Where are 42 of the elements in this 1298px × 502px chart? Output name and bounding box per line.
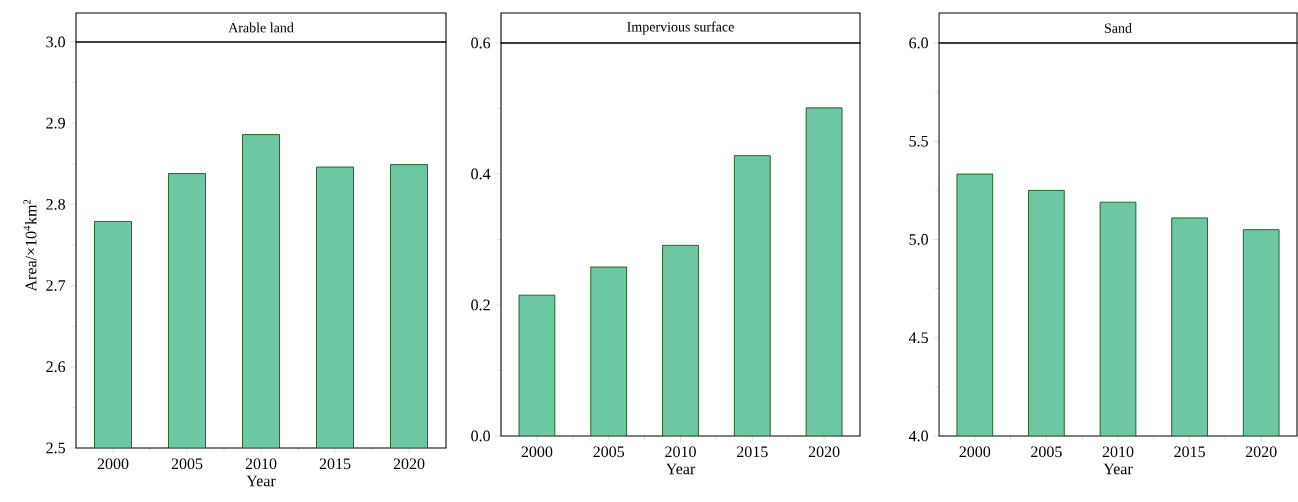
x-tick-label: 2010: [245, 458, 277, 470]
y-tick-label: 2.5: [46, 442, 65, 454]
y-axis-title: Area/×10$^{4}$km$^{2}$: [23, 199, 37, 292]
y-tick-label: 0.0: [471, 430, 490, 442]
y-tick-label: 0.2: [471, 299, 490, 311]
x-tick-label: 2010: [665, 446, 696, 458]
y-tick-label: 3.0: [46, 36, 65, 48]
bar: [590, 266, 628, 436]
y-tick-label: 2.7: [46, 280, 66, 291]
x-tick-label: 2010: [1102, 446, 1134, 458]
x-tick-label: 2005: [593, 446, 625, 458]
x-tick-label: 2020: [808, 446, 840, 458]
y-tick-label: 5.5: [909, 135, 928, 147]
x-tick-label: 2020: [1245, 446, 1277, 458]
x-tick-label: 2005: [171, 458, 203, 470]
x-tick-label: 2000: [97, 458, 129, 470]
y-tick-label: 0.4: [471, 168, 491, 180]
chart-title: Impervious surface: [627, 21, 734, 35]
x-tick-label: 2000: [959, 446, 991, 458]
x-tick-label: 2005: [1031, 446, 1062, 458]
chart-title: Arable land: [228, 22, 294, 33]
y-tick-label: 2.9: [46, 117, 65, 129]
y-tick-label: 6.0: [909, 37, 928, 49]
x-tick-label: 2000: [521, 446, 553, 458]
y-tick-label: 2.8: [46, 198, 65, 210]
bar: [733, 155, 771, 436]
y-tick-label: 4.5: [908, 332, 928, 344]
y-tick-label: 5.0: [909, 234, 928, 245]
x-tick-label: 2020: [393, 458, 425, 470]
x-tick-label: 2015: [1174, 446, 1205, 458]
y-tick-label: 0.6: [471, 37, 491, 49]
x-tick-label: 2015: [319, 458, 351, 470]
x-axis-title: Year: [1103, 463, 1133, 475]
bar: [805, 107, 843, 436]
bar: [518, 294, 556, 436]
x-tick-label: 2015: [737, 446, 768, 458]
y-tick-label: 4.0: [908, 430, 928, 442]
chart-title: Sand: [1104, 23, 1132, 33]
x-axis-title: Year: [246, 475, 276, 487]
bar: [662, 244, 699, 436]
y-tick-label: 2.6: [46, 361, 66, 373]
x-axis-title: Year: [665, 463, 696, 475]
